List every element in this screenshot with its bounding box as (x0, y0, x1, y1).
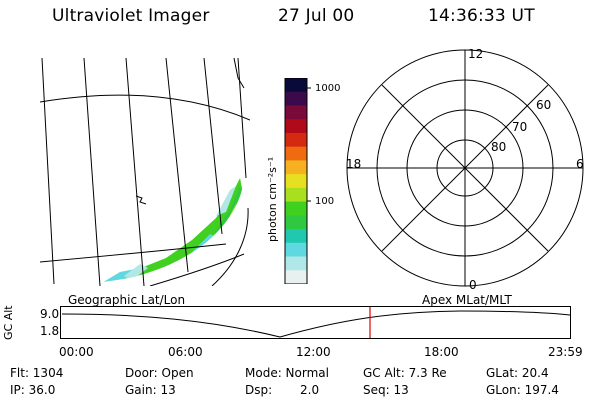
coastline (135, 195, 147, 205)
gain-value: Gain: 13 (125, 383, 176, 397)
mode-value: Mode: Normal (245, 366, 329, 380)
time-tick-label: 18:00 (424, 345, 459, 359)
date-label: 27 Jul 00 (278, 6, 355, 26)
colorbar-cell (285, 270, 307, 284)
latitude-line (40, 94, 250, 121)
colorbar-cell (285, 132, 307, 148)
geographic-longitude: GLon: 197.4 (486, 383, 559, 397)
altitude-axis-label: GC Alt (2, 305, 15, 340)
geographic-caption: Geographic Lat/Lon (68, 293, 186, 307)
time-tick-label: 23:59 (548, 345, 583, 359)
colorbar-unit-label: photon cm⁻²s⁻¹ (266, 156, 279, 242)
mlt-label-6: 6 (576, 157, 584, 171)
altitude-curve (61, 310, 571, 338)
longitude-line (41, 58, 55, 285)
time-tick-label: 00:00 (59, 345, 94, 359)
instrument-title: Ultraviolet Imager (52, 6, 210, 26)
apex-caption: Apex MLat/MLT (422, 293, 512, 307)
geographic-image-panel (40, 58, 250, 286)
mlat-label-80: 80 (491, 140, 507, 154)
door-status: Door: Open (125, 366, 194, 380)
time-tick-label: 06:00 (168, 345, 203, 359)
longitude-line (237, 58, 247, 179)
time-tick-label: 12:00 (296, 345, 331, 359)
gc-altitude: GC Alt: 7.3 Re (363, 366, 447, 380)
altitude-timeline (60, 306, 571, 339)
dsp-value: 2.0 (300, 383, 320, 397)
colorbar-cell (285, 229, 307, 244)
latitude-line (149, 253, 245, 286)
colorbar-frame (284, 78, 308, 284)
colorbar-cell (285, 160, 307, 175)
colorbar-cell (285, 146, 307, 161)
longitude-line (83, 58, 101, 286)
dsp-label: Dsp: (245, 383, 273, 397)
mlat-label-70: 70 (512, 120, 528, 134)
altitude-tick-label: 9.0 (40, 307, 60, 321)
colorbar-cell (285, 187, 307, 203)
coastline (233, 58, 245, 89)
flight-number: Flt: 1304 (10, 366, 64, 380)
polar-axis (381, 84, 549, 252)
mlat-label-60: 60 (536, 98, 552, 112)
polar-plot (346, 49, 584, 287)
timeline-frame (60, 306, 571, 339)
sequence-value: Seq: 13 (363, 383, 409, 397)
colorbar-cell (285, 91, 307, 106)
colorbar-tick-label: 100 (315, 196, 335, 207)
geographic-latitude: GLat: 20.4 (486, 366, 549, 380)
latitude-line (40, 243, 227, 263)
colorbar-tick-label: 1000 (315, 83, 341, 94)
disk-limb (211, 207, 249, 286)
time-label: 14:36:33 UT (428, 6, 535, 26)
colorbar-cell (285, 119, 307, 134)
colorbar-cell (285, 256, 307, 271)
colorbar (284, 78, 311, 284)
colorbar-cell (285, 78, 307, 93)
altitude-tick-label: 1.8 (40, 324, 60, 338)
longitude-line (165, 58, 189, 273)
longitude-line (125, 58, 145, 286)
colorbar-cell (285, 215, 307, 230)
colorbar-cell (285, 201, 307, 216)
longitude-line (203, 58, 223, 235)
mlt-label-12: 12 (468, 47, 484, 61)
colorbar-cell (285, 242, 307, 258)
ip-value: IP: 36.0 (10, 383, 56, 397)
mlt-label-0: 0 (469, 278, 477, 292)
colorbar-cell (285, 174, 307, 189)
colorbar-cell (285, 105, 307, 120)
auroral-emission (100, 178, 245, 283)
mlt-label-18: 18 (346, 157, 362, 171)
